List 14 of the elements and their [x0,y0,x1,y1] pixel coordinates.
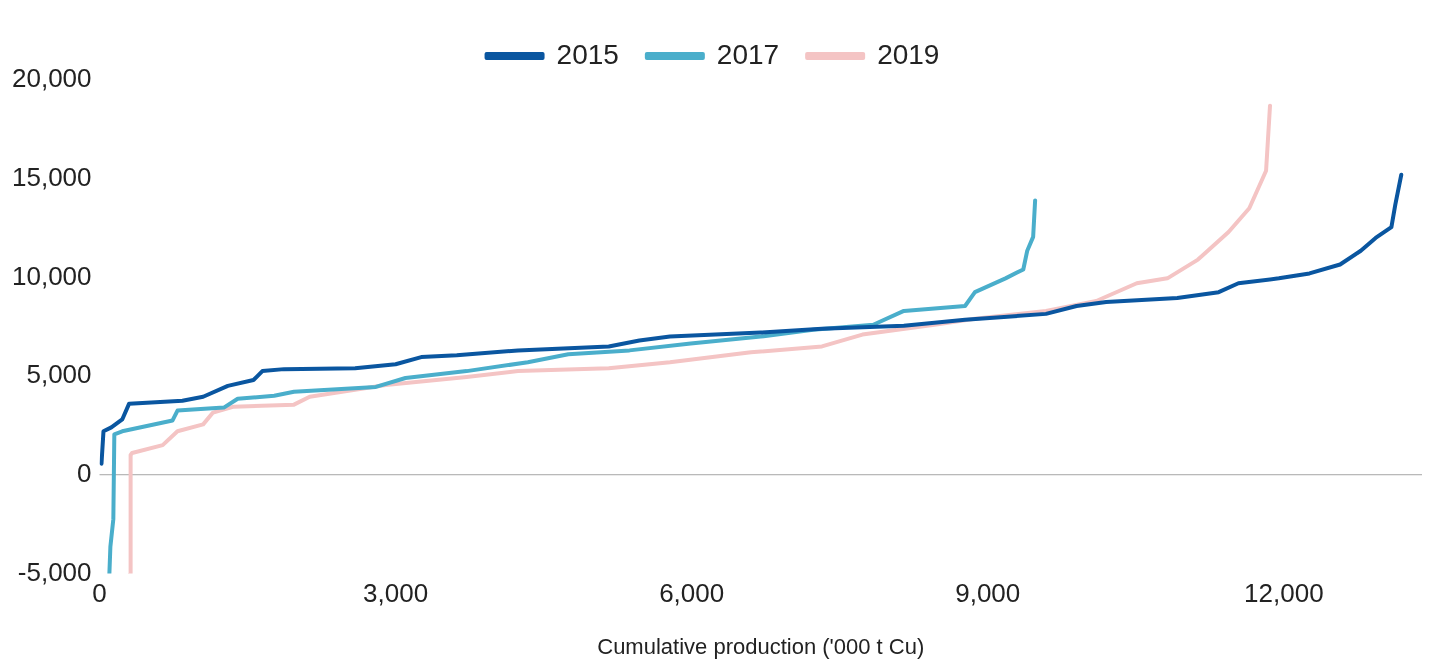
x-tick-label: 12,000 [1244,578,1324,609]
legend-label: 2015 [556,38,619,70]
y-tick-label: 20,000 [11,63,92,94]
y-tick-label: 15,000 [11,161,92,192]
y-tick-label: 10,000 [11,260,92,291]
x-tick-label: 9,000 [955,578,1021,609]
legend-label: 2019 [877,38,940,70]
y-tick-label: 5,000 [26,359,92,390]
y-tick-label: -5,000 [17,556,92,587]
y-tick-label: 0 [77,457,92,488]
x-axis-title: Cumulative production ('000 t Cu) [597,633,925,659]
x-tick-label: 6,000 [659,578,725,609]
legend-label: 2017 [716,38,780,70]
x-tick-label: 3,000 [363,578,429,609]
